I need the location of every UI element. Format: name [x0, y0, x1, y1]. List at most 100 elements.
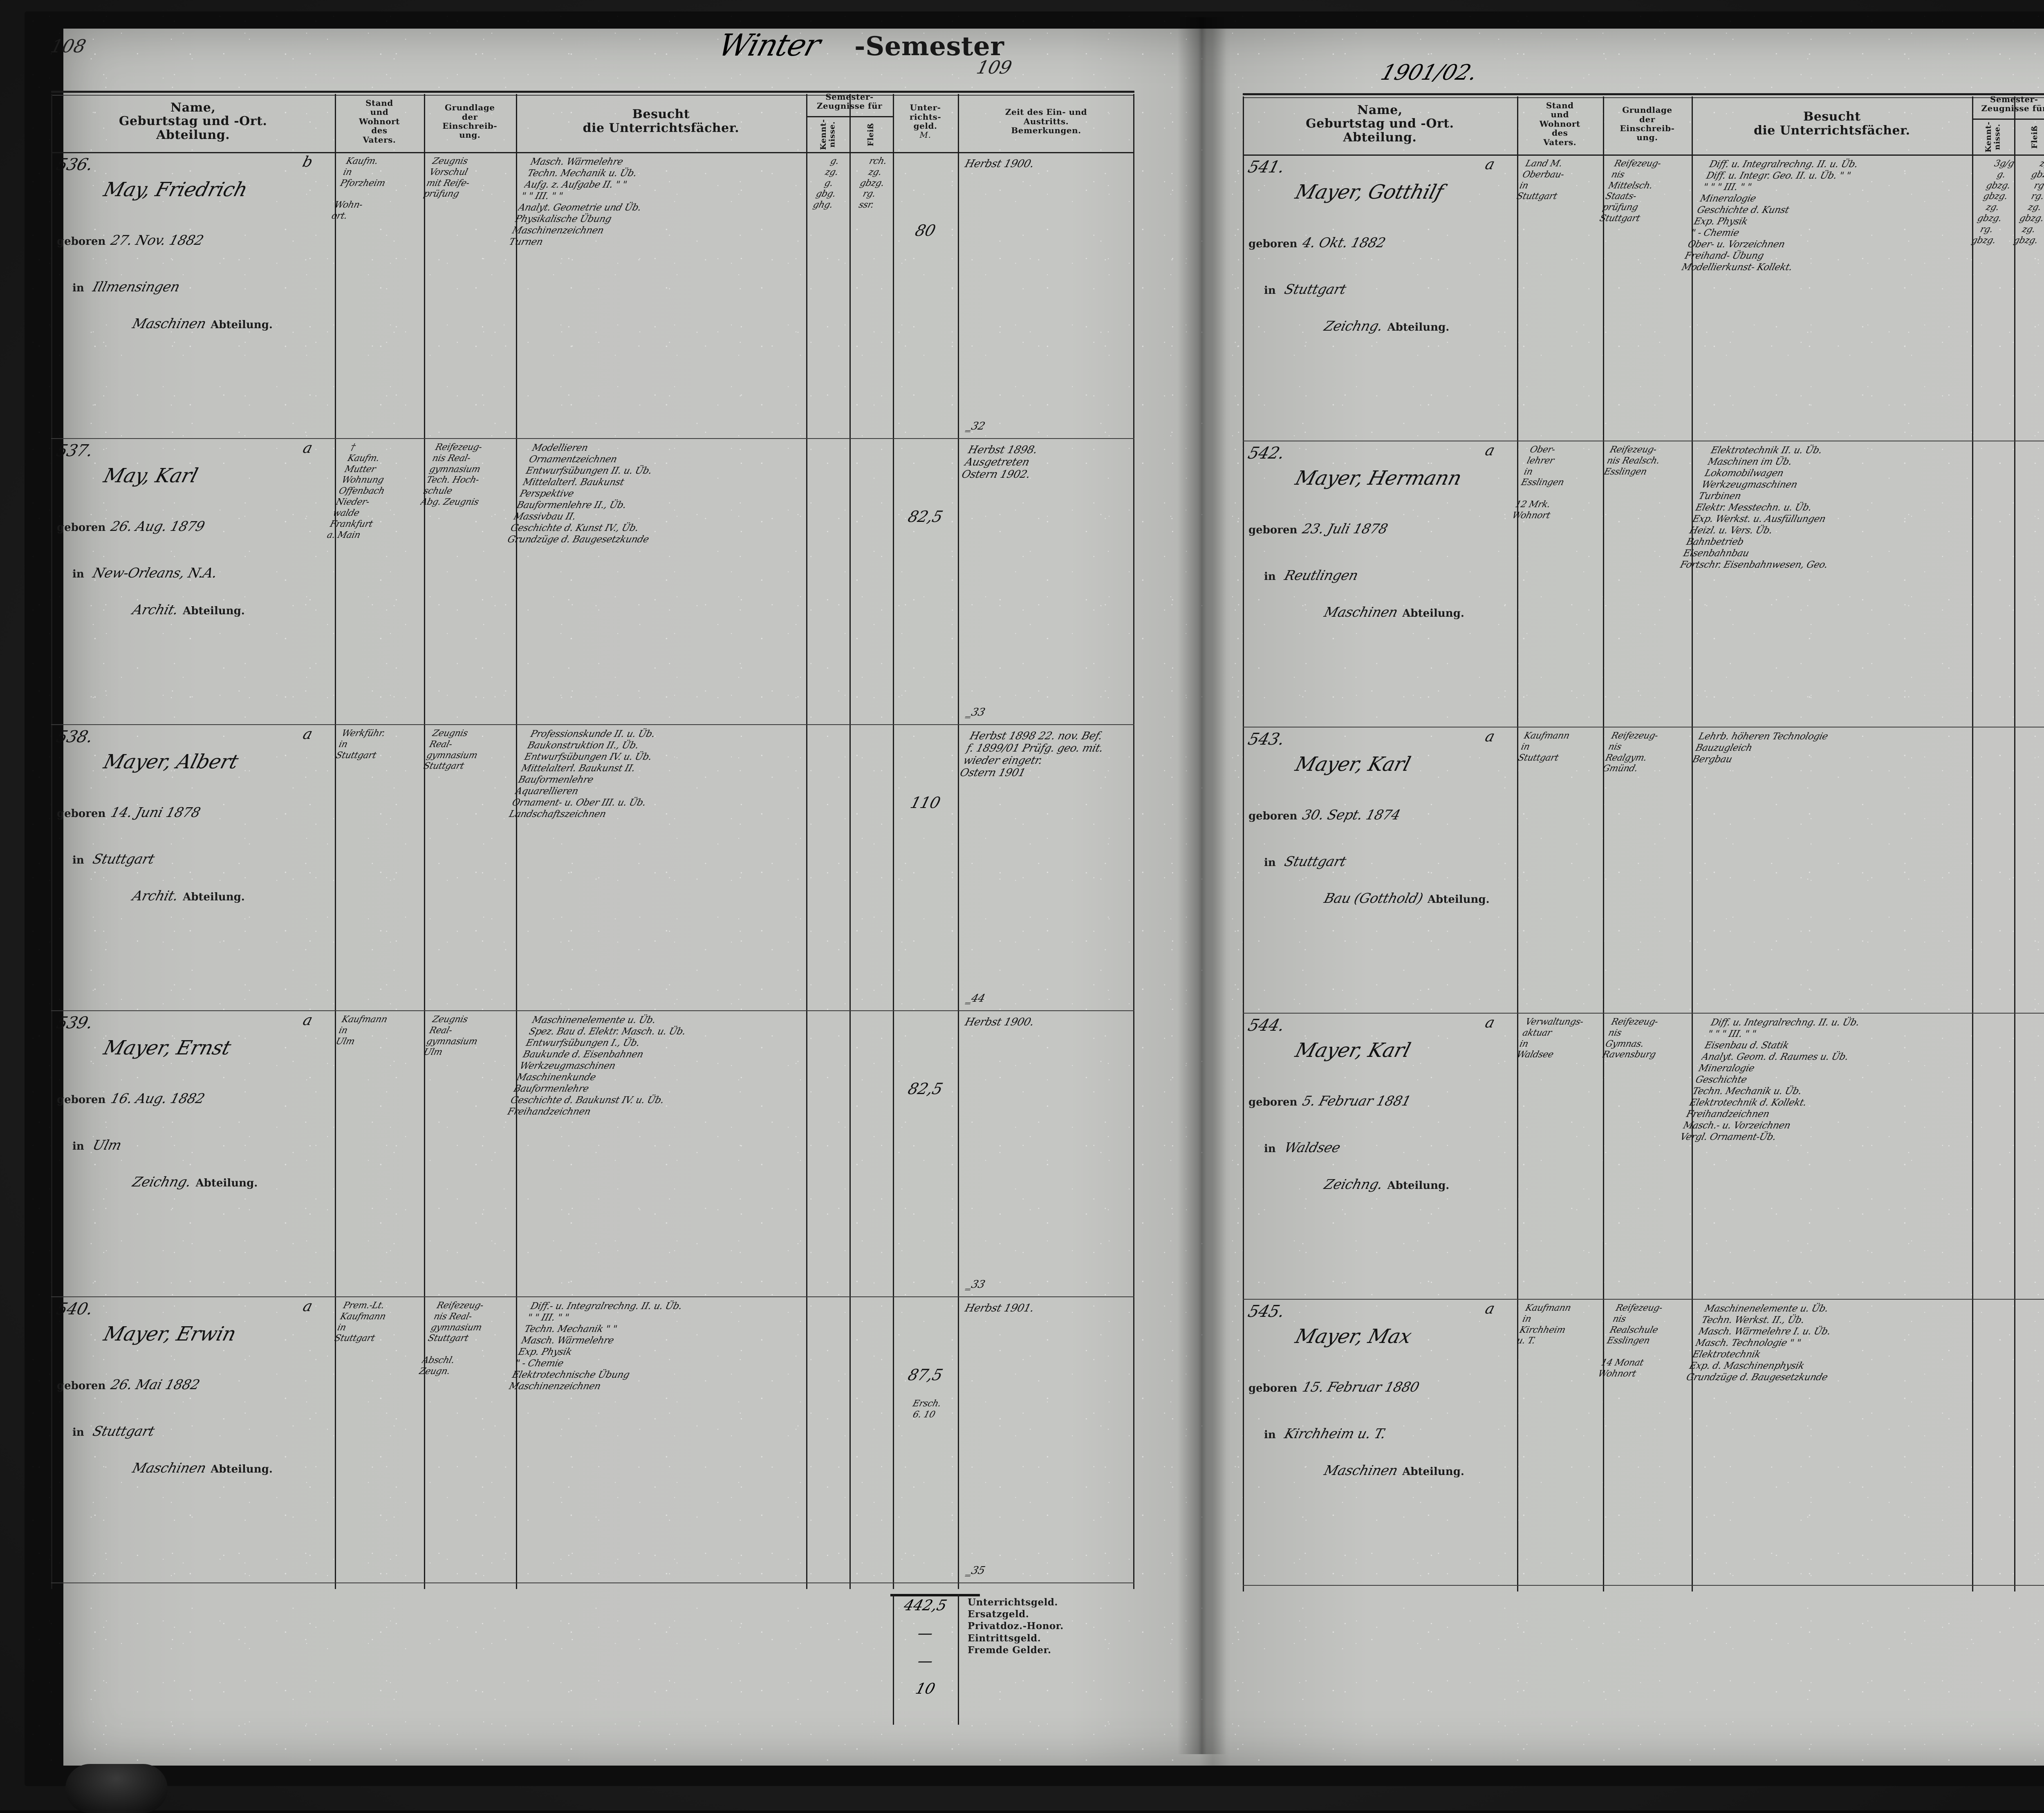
- entry-remarks: Herbst 1900.: [964, 1016, 1133, 1028]
- entry-remarks: Herbst 1898 22. nov. Bef.f. 1899/01 Prüf…: [959, 730, 1138, 779]
- entry-subjects: Diff. u. Integralrechng. II. u. Üb." " "…: [1679, 1017, 1987, 1143]
- entry-fee: 110: [890, 794, 960, 812]
- entry-knowledge-marks: g.zg.g.gbg.ghg.: [803, 156, 854, 211]
- col-header-knowledge: Kennt-nisse.: [1984, 121, 2002, 153]
- label-in: in: [72, 1426, 84, 1439]
- entry-number: 539.: [54, 1014, 95, 1032]
- label-in: in: [72, 282, 84, 294]
- entry-name: Mayer, Erwin: [101, 1323, 238, 1345]
- footer-total: 10: [891, 1681, 960, 1697]
- entry-birthdate: 15. Februar 1880: [1301, 1379, 1421, 1395]
- label-division: Abteilung.: [1428, 893, 1490, 906]
- entry-birthplace: Ulm: [91, 1137, 123, 1153]
- entry-category: a: [1483, 442, 1496, 459]
- label-born: geboren: [57, 1094, 105, 1106]
- entry-number: 545.: [1246, 1302, 1286, 1321]
- entry-category: a: [301, 1298, 314, 1315]
- label-born: geboren: [57, 522, 105, 534]
- entry-fee: 82,5: [890, 1080, 960, 1098]
- book-clamp-left: [65, 1764, 168, 1813]
- entry-birthdate: 4. Okt. 1882: [1301, 235, 1387, 251]
- entry-birthplace: Stuttgart: [91, 1423, 156, 1439]
- entry-category: a: [1483, 156, 1496, 173]
- entry-subjects: Elektrotechnik II. u. Üb.Maschinen im Üb…: [1679, 445, 1987, 571]
- label-in: in: [72, 1140, 84, 1153]
- col-header-knowledge: Kennt-nisse.: [819, 119, 837, 150]
- table-row: 539. a Mayer, Ernst geboren 16. Aug. 188…: [51, 1010, 335, 1296]
- label-born: geboren: [1248, 1096, 1297, 1108]
- label-division: Abteilung.: [211, 319, 273, 331]
- label-division: Abteilung.: [183, 891, 245, 903]
- col-header-name: Name,: [119, 101, 267, 115]
- entry-number: 537.: [54, 441, 95, 460]
- entry-category: a: [1483, 728, 1496, 745]
- entry-name: May, Karl: [101, 464, 200, 487]
- entry-birthplace: Stuttgart: [1283, 281, 1348, 297]
- label-division: Abteilung.: [211, 1463, 273, 1475]
- footer-label: Fremde Gelder.: [968, 1644, 1064, 1656]
- col-header-diligence: Fleiß: [2031, 125, 2039, 149]
- entry-category: a: [1483, 1014, 1496, 1031]
- label-born: geboren: [57, 1380, 105, 1392]
- book-gutter-shadow: [1177, 17, 1226, 1754]
- entry-number: 543.: [1246, 730, 1286, 749]
- label-in: in: [1264, 1143, 1276, 1155]
- entry-category: a: [301, 1012, 314, 1029]
- footer-label: Privatdoz.-Honor.: [968, 1620, 1064, 1632]
- col-header-fee: Unter-richts-geld.M.: [910, 103, 941, 140]
- entry-subjects: Diff.- u. Integralrechng. II. u. Üb." " …: [508, 1300, 816, 1392]
- entry-number: 538.: [54, 727, 95, 746]
- entry-name: Mayer, Karl: [1293, 753, 1413, 776]
- entry-category: a: [301, 440, 314, 457]
- register-table-right: Name, Geburtstag und -Ort. Abteilung. St…: [1243, 93, 2044, 1703]
- entry-category: a: [301, 726, 314, 743]
- col-header-division: Abteilung.: [1306, 131, 1454, 145]
- entry-birthdate: 26. Aug. 1879: [109, 518, 206, 534]
- label-in: in: [72, 854, 84, 866]
- label-in: in: [1264, 1429, 1276, 1441]
- label-in: in: [1264, 284, 1276, 297]
- table-row: 541. a Mayer, Gotthilf geboren 4. Okt. 1…: [1243, 154, 1517, 441]
- entry-birthdate: 23. Juli 1878: [1301, 521, 1390, 537]
- entry-name: Mayer, Albert: [101, 750, 240, 773]
- entry-name: Mayer, Hermann: [1293, 467, 1464, 490]
- table-row: 542. a Mayer, Hermann geboren 23. Juli 1…: [1243, 441, 1517, 727]
- label-division: Abteilung.: [196, 1177, 258, 1189]
- col-header-certificates: Semester-Zeugnisse für: [1981, 95, 2044, 113]
- entry-birthplace: Stuttgart: [91, 851, 156, 867]
- semester-handwritten: Winter: [715, 28, 824, 63]
- entry-subjects: Maschinenelemente u. Üb.Spez. Bau d. Ele…: [506, 1014, 818, 1117]
- entry-subjects: Professionskunde II. u. Üb.Baukonstrukti…: [508, 728, 816, 820]
- table-row: 545. a Mayer, Max geboren 15. Februar 18…: [1243, 1299, 1517, 1585]
- table-row: 537. a May, Karl geboren 26. Aug. 1879 i…: [51, 438, 335, 724]
- col-header-diligence: Fleiß: [867, 123, 875, 146]
- col-header-name: Name,: [1306, 103, 1454, 117]
- entry-name: Mayer, Max: [1293, 1325, 1414, 1348]
- entry-fee: 87,5: [890, 1366, 960, 1384]
- entry-division: Zeichng.: [1322, 318, 1385, 334]
- label-division: Abteilung.: [1387, 1180, 1450, 1192]
- footer-label: Eintrittsgeld.: [968, 1632, 1064, 1644]
- label-born: geboren: [1248, 810, 1297, 822]
- entry-name: Mayer, Ernst: [101, 1036, 233, 1059]
- label-division: Abteilung.: [1402, 1466, 1464, 1478]
- footer-total: 442,5: [891, 1597, 960, 1614]
